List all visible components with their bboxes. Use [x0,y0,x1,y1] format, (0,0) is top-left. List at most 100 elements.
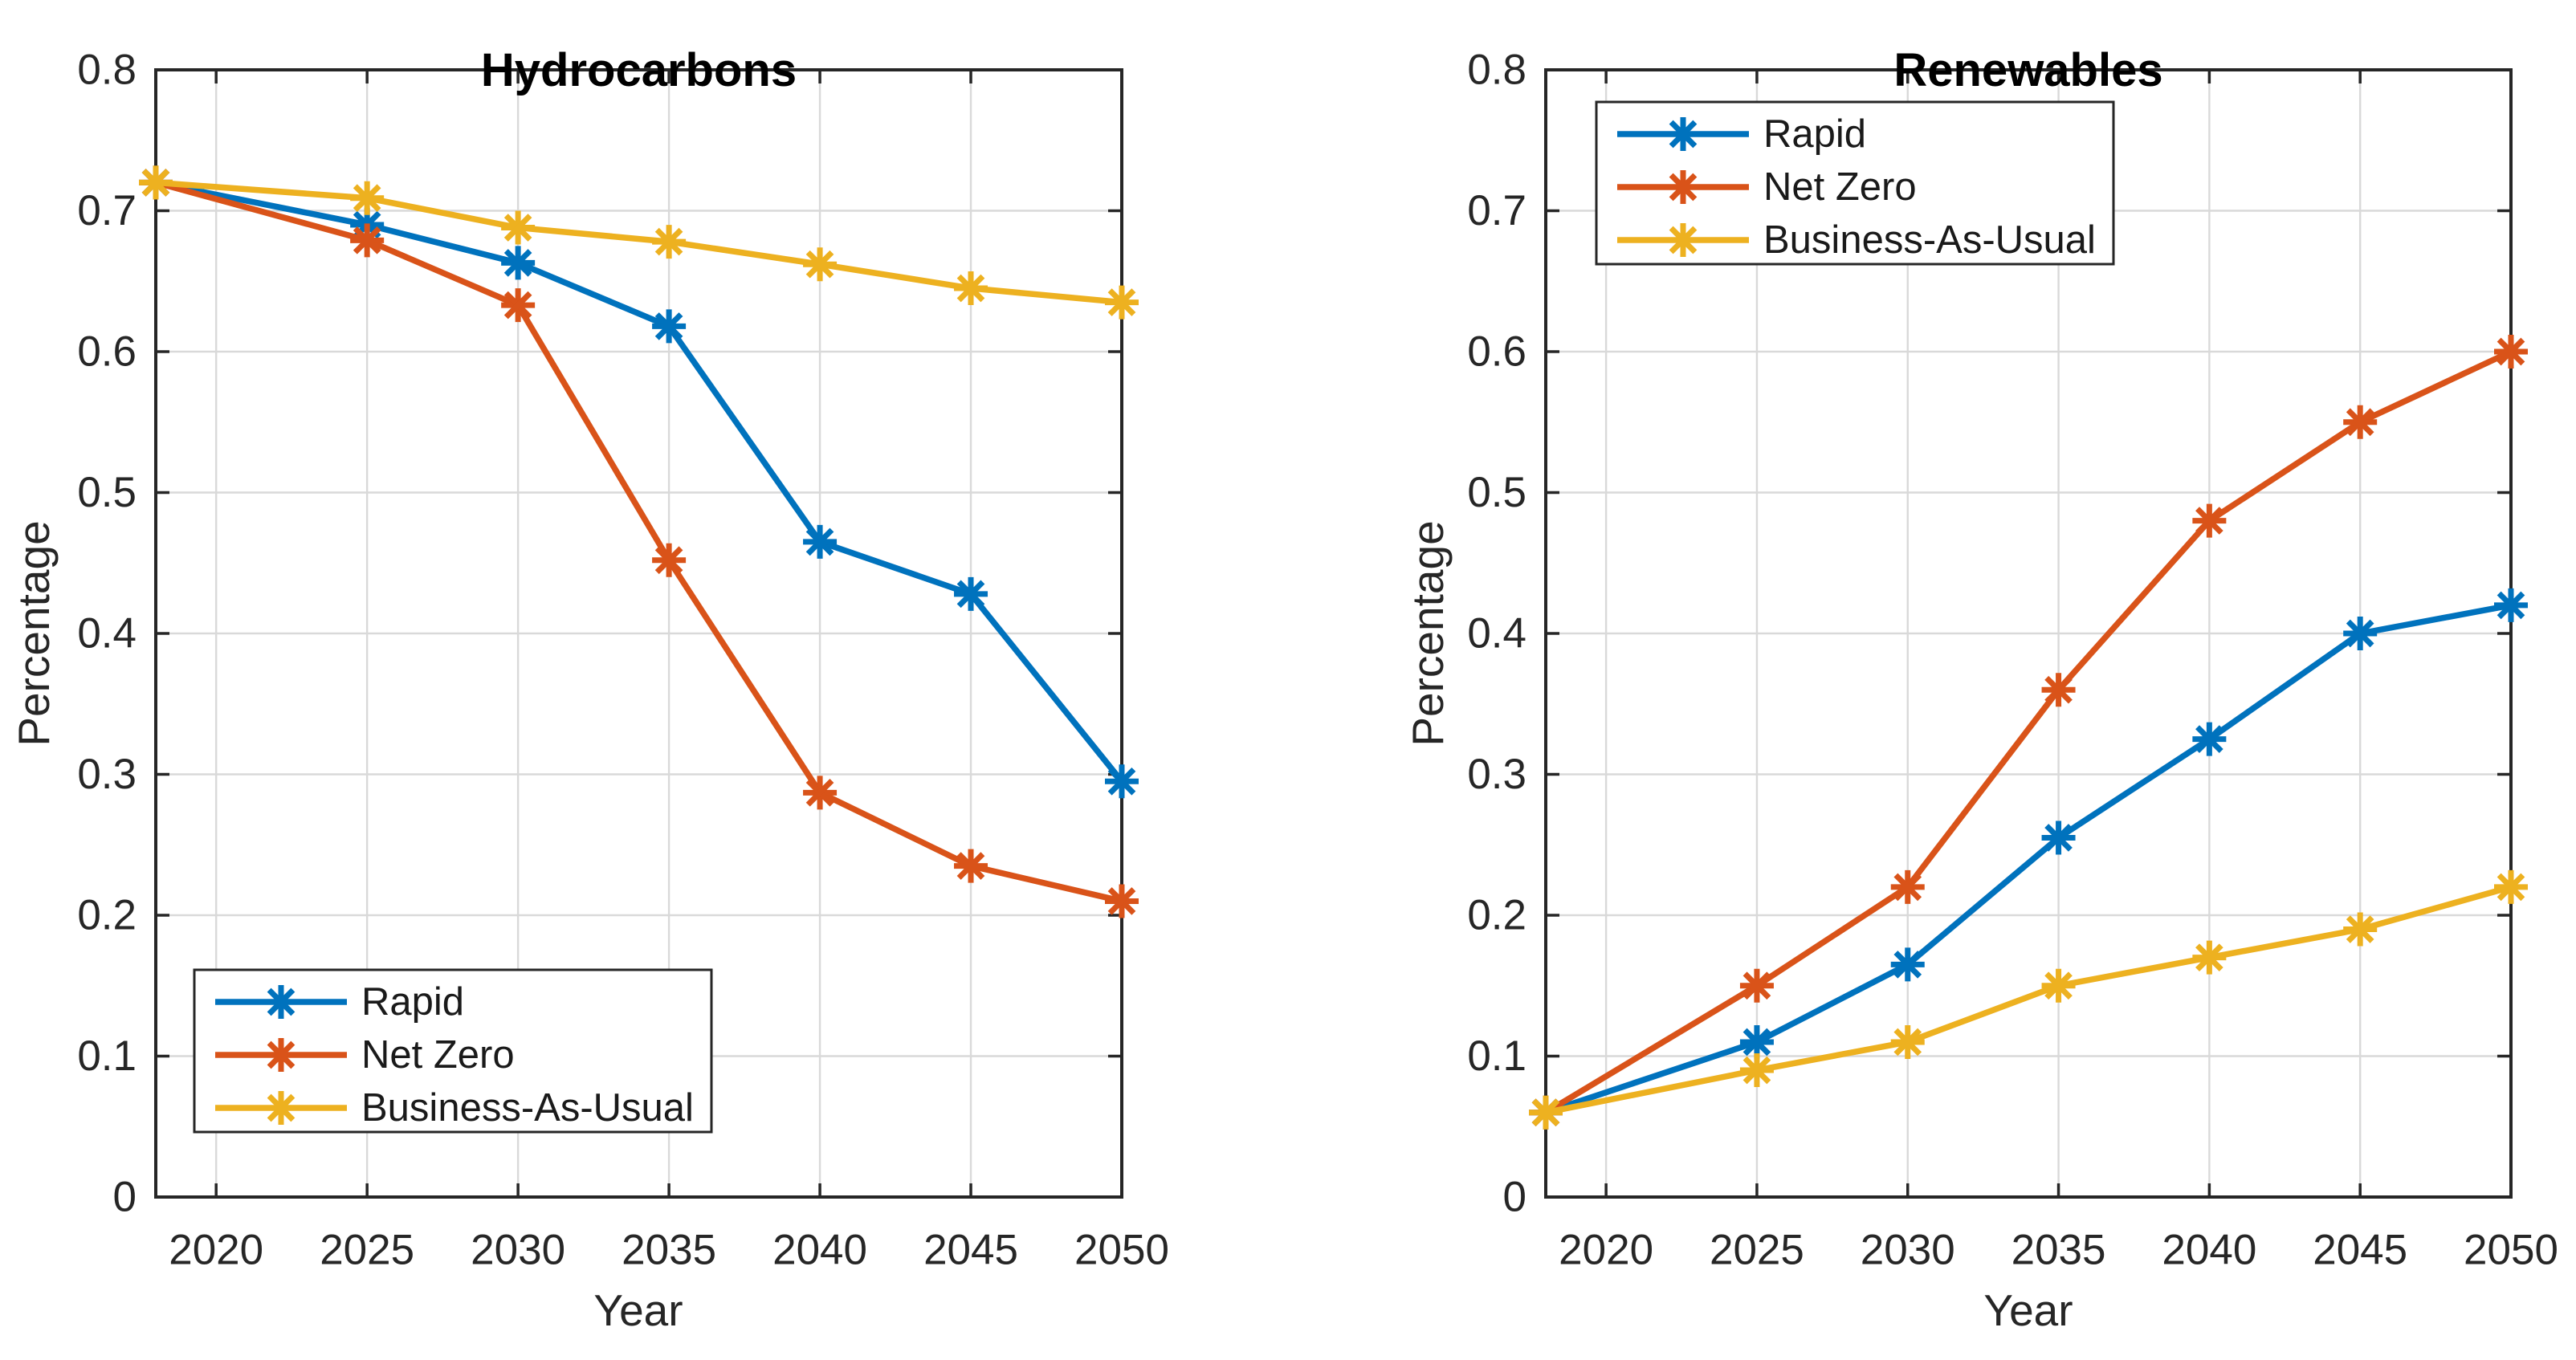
line [805,250,834,279]
asterisk-marker [2494,869,2528,904]
y-tick-label: 0.8 [77,47,137,94]
asterisk-marker [1890,869,1925,904]
series-rapid [139,165,1139,799]
asterisk-marker [803,524,838,559]
line [2346,619,2374,648]
x-tick-label: 2035 [622,1227,716,1274]
chart-title-renewables: Renewables [1893,44,2163,97]
asterisk-marker [1666,170,1700,204]
asterisk-marker [1529,1095,1563,1130]
line [1893,873,1922,902]
x-tick-label: 2020 [169,1227,263,1274]
x-tick-label: 2040 [772,1227,867,1274]
gridlines [156,68,1123,1199]
line [503,249,532,277]
y-tick-label: 0.5 [77,469,137,516]
x-tick-label: 2025 [320,1227,414,1274]
y-tick-label: 0.8 [1467,47,1526,94]
asterisk-marker [652,225,687,259]
legend-item-net-zero: Net Zero [215,1033,515,1077]
chart-title-hydrocarbons: Hydrocarbons [480,44,797,97]
y-tick-label: 0.6 [1467,328,1526,376]
asterisk-marker [350,223,385,258]
legend[interactable]: Rapid Net Zero Business-As-Usual [1595,100,2115,266]
y-axis-label-right: Percentage [1403,520,1453,747]
asterisk-marker [1105,884,1139,918]
asterisk-marker [501,246,536,280]
line [2195,943,2223,971]
x-tick-label: 2050 [1074,1227,1169,1274]
asterisk-marker [2494,335,2528,369]
asterisk-marker [1890,947,1925,982]
line [1669,120,1698,149]
x-axis-label-left: Year [593,1285,683,1335]
line [1893,951,1922,979]
legend[interactable]: Rapid Net Zero Business-As-Usual [193,968,713,1134]
series-line [1544,602,2512,1116]
y-tick-label: 0.6 [77,328,137,376]
asterisk-marker [2192,940,2227,975]
line [2497,873,2525,902]
y-tick-label: 0.3 [1467,751,1526,798]
x-tick-label: 2030 [1861,1227,1955,1274]
asterisk-marker [652,309,687,344]
asterisk-marker [2041,968,2076,1003]
line [654,312,683,340]
line [267,1040,296,1069]
y-tick-label: 0 [113,1174,137,1221]
y-tick-label: 0.4 [1467,610,1526,658]
legend-item-rapid: Rapid [215,980,464,1024]
x-tick-label: 2020 [1559,1227,1653,1274]
asterisk-marker [1105,285,1139,320]
line [267,987,296,1016]
asterisk-marker [2192,503,2227,538]
x-tick-label: 2025 [1710,1227,1804,1274]
x-tick-label: 2050 [2464,1227,2558,1274]
asterisk-marker [2494,588,2528,622]
line [353,184,381,213]
y-tick-label: 0.1 [77,1032,137,1080]
asterisk-marker [139,165,173,200]
y-tick-label: 0.3 [77,751,137,798]
asterisk-marker [2041,673,2076,707]
legend-label: Net Zero [361,1033,515,1077]
asterisk-marker [264,1091,298,1125]
y-tick-label: 0.7 [77,187,137,234]
x-tick-label: 2045 [2313,1227,2407,1274]
asterisk-marker [652,543,687,577]
asterisk-marker [350,181,385,215]
x-tick-label: 2045 [923,1227,1018,1274]
x-tick-label: 2030 [471,1227,565,1274]
legend-item-business-as-usual: Business-As-Usual [215,1086,694,1130]
chart-hydrocarbons: 2020 2025 2030 2035 2040 2045 2050 0 0.1 0.2 0.3 0.… [77,47,1169,1274]
series-business-as-usual [1529,869,2528,1130]
tick-labels: 2020 2025 2030 2035 2040 2045 2050 0 0.1 0.2 0.3 0.… [77,47,1169,1274]
line [654,546,683,575]
line [503,214,532,242]
series-business-as-usual [139,165,1139,320]
legend-label: Rapid [1763,112,1866,156]
y-axis-label-left: Percentage [9,520,59,747]
line [2497,591,2525,620]
line [2044,824,2073,852]
line [1893,1028,1922,1057]
series-net-zero [139,165,1139,918]
y-tick-label: 0.2 [77,892,137,939]
line [2195,507,2223,535]
y-tick-label: 0.5 [1467,469,1526,516]
legend-item-rapid: Rapid [1617,112,1866,156]
x-tick-label: 2040 [2162,1227,2256,1274]
line [2346,408,2374,437]
line [2497,337,2525,366]
line [2044,675,2073,704]
line [654,227,683,256]
chart-renewables: 2020 2025 2030 2035 2040 2045 2050 0 0.1 0.2 0.3 0.… [1467,47,2558,1274]
legend-label: Business-As-Usual [361,1086,694,1130]
line [1742,971,1771,1000]
line [2346,915,2374,943]
asterisk-marker [1666,117,1700,151]
line [353,226,381,254]
line [1107,887,1136,915]
y-tick-label: 0.2 [1467,892,1526,939]
